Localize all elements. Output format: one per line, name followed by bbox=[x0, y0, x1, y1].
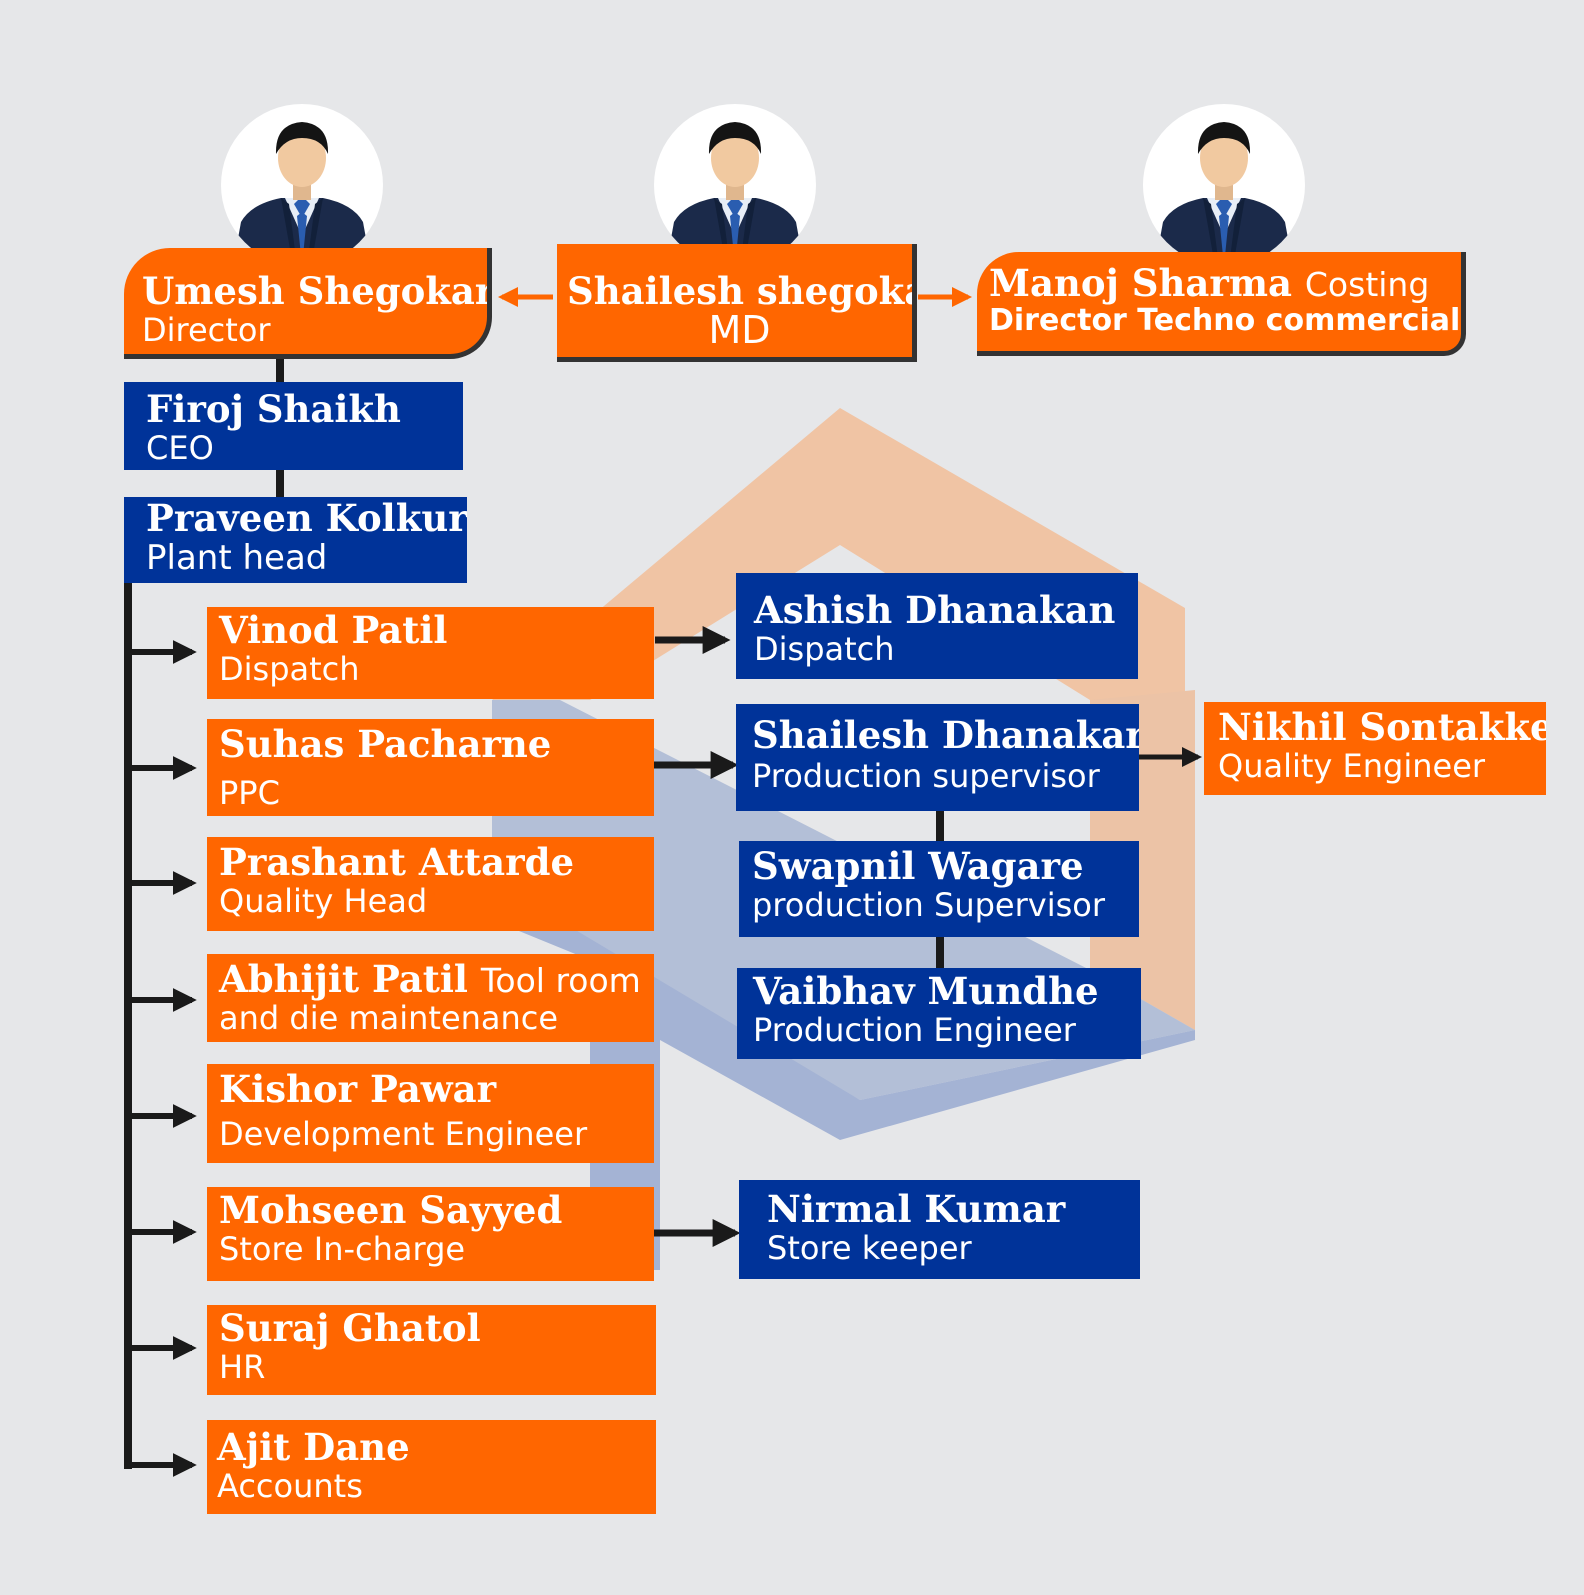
person-name: Shailesh Dhanakar bbox=[752, 713, 1139, 757]
person-name: Ashish Dhanakan bbox=[754, 588, 1116, 632]
report-box: Nirmal Kumar Store keeper bbox=[739, 1180, 1140, 1279]
person-role: and die maintenance bbox=[219, 998, 559, 1037]
person-name: Swapnil Wagare bbox=[752, 844, 1084, 888]
person-name: Umesh Shegokar bbox=[142, 269, 492, 313]
person-role: PPC bbox=[219, 773, 280, 812]
department-box: Ajit Dane Accounts bbox=[207, 1420, 656, 1514]
person-name-line: Manoj Sharma Costing bbox=[989, 264, 1461, 303]
plant-head-box: Praveen Kolkur Plant head bbox=[124, 497, 467, 583]
report-box: Shailesh Dhanakar Production supervisor bbox=[736, 704, 1139, 811]
md-box: Shailesh shegokar MD bbox=[557, 244, 917, 362]
person-role-prefix: Tool room bbox=[480, 961, 641, 1000]
person-avatar-icon bbox=[654, 104, 816, 266]
costing-director-box: Manoj Sharma Costing Director Techno com… bbox=[977, 252, 1466, 356]
person-name: Nikhil Sontakke bbox=[1218, 705, 1546, 749]
person-role: Quality Engineer bbox=[1218, 746, 1486, 785]
person-name: Suhas Pacharne bbox=[219, 722, 552, 766]
person-name: Praveen Kolkur bbox=[146, 497, 467, 540]
report-box: Ashish Dhanakan Dispatch bbox=[736, 573, 1138, 679]
department-box: Vinod Patil Dispatch bbox=[207, 607, 654, 699]
person-role: Director Techno commercial bbox=[989, 302, 1461, 338]
department-box: Suhas Pacharne PPC bbox=[207, 719, 654, 816]
person-role: Director bbox=[142, 310, 271, 349]
ceo-box: Firoj Shaikh CEO bbox=[124, 382, 463, 470]
person-name: Ajit Dane bbox=[217, 1425, 410, 1469]
person-name: Vinod Patil bbox=[219, 608, 448, 652]
person-name: Prashant Attarde bbox=[219, 840, 574, 884]
department-box: Suraj Ghatol HR bbox=[207, 1305, 656, 1395]
person-name: Vaibhav Mundhe bbox=[753, 969, 1099, 1013]
person-role: Dispatch bbox=[754, 629, 895, 668]
person-name: Shailesh shegokar bbox=[567, 269, 917, 313]
department-box: Prashant Attarde Quality Head bbox=[207, 837, 654, 931]
person-role: Development Engineer bbox=[219, 1114, 588, 1153]
person-role-prefix: Costing bbox=[1304, 265, 1430, 304]
person-role: HR bbox=[219, 1347, 266, 1386]
person-role: Dispatch bbox=[219, 649, 360, 688]
department-box: Mohseen Sayyed Store In-charge bbox=[207, 1187, 654, 1281]
person-name: Nirmal Kumar bbox=[767, 1187, 1066, 1231]
person-role: Store In-charge bbox=[219, 1229, 466, 1268]
person-name-line: Abhijit Patil Tool room bbox=[219, 960, 654, 999]
person-role: Accounts bbox=[217, 1466, 363, 1505]
person-role: Production Engineer bbox=[753, 1010, 1076, 1049]
person-role: CEO bbox=[146, 428, 214, 467]
report-box: Swapnil Wagare production Supervisor bbox=[739, 841, 1139, 937]
person-role: Plant head bbox=[146, 537, 328, 578]
person-name: Mohseen Sayyed bbox=[219, 1188, 563, 1232]
person-avatar-icon bbox=[221, 104, 383, 266]
person-name: Abhijit Patil bbox=[219, 957, 468, 1001]
person-avatar-icon bbox=[1143, 104, 1305, 266]
person-role: MD bbox=[708, 307, 771, 352]
department-box: Abhijit Patil Tool room and die maintena… bbox=[207, 954, 654, 1042]
director-box: Umesh Shegokar Director bbox=[124, 248, 492, 359]
person-name: Kishor Pawar bbox=[219, 1067, 497, 1111]
report-box: Nikhil Sontakke Quality Engineer bbox=[1204, 702, 1546, 795]
report-box: Vaibhav Mundhe Production Engineer bbox=[737, 968, 1141, 1059]
person-role: Store keeper bbox=[767, 1228, 972, 1267]
person-role: Quality Head bbox=[219, 881, 428, 920]
person-name: Suraj Ghatol bbox=[219, 1306, 481, 1350]
person-name: Manoj Sharma bbox=[989, 261, 1292, 305]
person-role: Production supervisor bbox=[752, 756, 1100, 795]
department-box: Kishor Pawar Development Engineer bbox=[207, 1064, 654, 1163]
person-name: Firoj Shaikh bbox=[146, 387, 401, 431]
person-role: production Supervisor bbox=[752, 885, 1105, 924]
